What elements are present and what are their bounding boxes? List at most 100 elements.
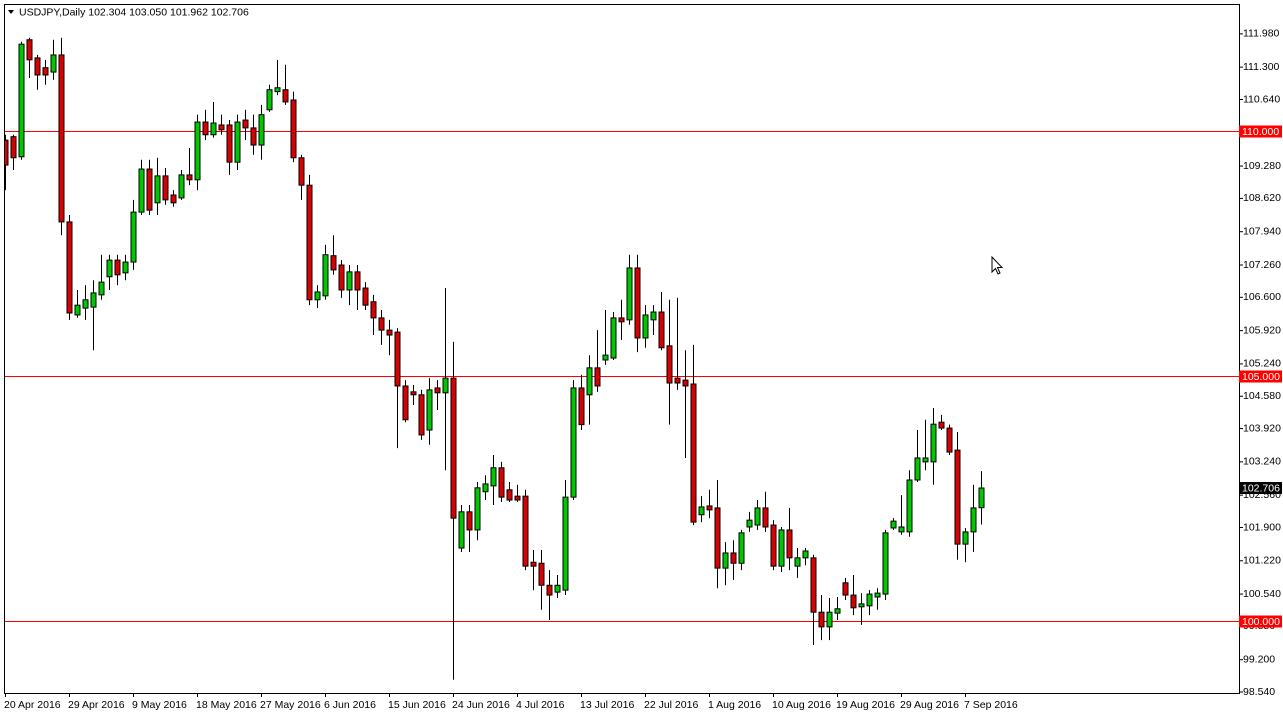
y-tick-label: 107.260 [1243, 259, 1281, 271]
y-tick-label: 105.920 [1243, 324, 1281, 336]
candle-body [426, 389, 433, 431]
y-tick-label: 101.220 [1243, 555, 1281, 567]
candle-body [642, 314, 649, 339]
plot-area [4, 37, 1239, 680]
candle-body [74, 304, 81, 316]
level-label: 100.000 [1242, 616, 1280, 628]
last-price-label: 102.706 [1242, 482, 1280, 494]
candle-body [954, 449, 961, 545]
y-tick-label: 103.920 [1243, 422, 1281, 434]
candle-body [938, 421, 945, 429]
candle-body [490, 467, 497, 487]
candle-body [418, 394, 425, 436]
candle-body [850, 594, 857, 609]
x-tick-label: 24 Jun 2016 [452, 699, 510, 711]
candle-body [578, 387, 585, 426]
candle-body [882, 532, 889, 595]
candle-body [354, 271, 361, 291]
x-tick-label: 7 Sep 2016 [964, 699, 1018, 711]
candle-body [34, 57, 41, 76]
candle-body [434, 387, 441, 394]
candle-body [362, 287, 369, 306]
plot-border [4, 4, 1240, 694]
x-tick-label: 22 Jul 2016 [644, 699, 698, 711]
candle-body [282, 89, 289, 103]
level-label: 110.000 [1242, 126, 1279, 138]
y-tick-label: 99.200 [1243, 653, 1275, 665]
x-tick-label: 10 Aug 2016 [772, 699, 831, 711]
candle-body [250, 127, 257, 146]
candle-body [122, 261, 129, 274]
candle-body [394, 331, 401, 387]
y-tick-label: 109.280 [1243, 160, 1281, 172]
candle-body [602, 354, 609, 361]
candle-body [50, 54, 57, 73]
candle-body [514, 495, 521, 501]
x-tick-label: 13 Jul 2016 [580, 699, 634, 711]
x-tick-label: 4 Jul 2016 [516, 699, 565, 711]
candle-body [530, 561, 537, 567]
candle-body [666, 345, 673, 384]
candle-body [274, 87, 281, 93]
candle-body [66, 221, 73, 314]
candle-body [338, 264, 345, 291]
candle-body [650, 311, 657, 321]
x-tick-label: 20 Apr 2016 [4, 699, 61, 711]
x-tick-label: 15 Jun 2016 [388, 699, 446, 711]
candle-body [786, 529, 793, 559]
candle-body [794, 557, 801, 567]
candle-body [218, 124, 225, 131]
candle-body [450, 377, 457, 519]
candle-body [554, 584, 561, 593]
candle-body [98, 281, 105, 296]
candle-body [346, 271, 353, 291]
candle-body [138, 168, 145, 213]
candle-body [762, 507, 769, 528]
candle-body [570, 387, 577, 498]
candle-body [402, 385, 409, 421]
x-tick-label: 1 Aug 2016 [708, 699, 761, 711]
y-tick-label: 110.640 [1243, 93, 1280, 105]
candle-body [810, 557, 817, 613]
candle-body [482, 483, 489, 493]
level-label: 105.000 [1242, 371, 1280, 383]
candle-body [506, 489, 513, 501]
menu-arrow[interactable] [8, 10, 14, 14]
candle-body [866, 593, 873, 607]
candle-body [738, 532, 745, 564]
x-tick-label: 9 May 2016 [132, 699, 187, 711]
candle-body [946, 427, 953, 453]
y-tick-label: 108.620 [1243, 192, 1281, 204]
axes: 111.980 111.300 110.640 109.280 108.620 107.9… [4, 28, 1282, 711]
candle-body [466, 511, 473, 531]
y-tick-label: 103.240 [1243, 456, 1281, 468]
x-tick-label: 19 Aug 2016 [836, 699, 895, 711]
candle-body [498, 467, 505, 498]
candle-body [890, 520, 897, 529]
candle-body [114, 259, 121, 276]
y-tick-label: 111.980 [1243, 28, 1280, 40]
candle-body [442, 377, 449, 394]
candle-body [298, 157, 305, 186]
candle-body [474, 487, 481, 531]
candle-body [618, 317, 625, 323]
candle-body [706, 505, 713, 511]
candle-body [970, 507, 977, 533]
candle-body [90, 292, 97, 308]
candle-body [778, 529, 785, 567]
candle-body [266, 89, 273, 111]
candle-body [962, 531, 969, 545]
y-tick-label: 111.300 [1243, 61, 1280, 73]
candle-body [906, 479, 913, 533]
candle-body [18, 43, 25, 158]
candle-body [242, 119, 249, 129]
candle-body [178, 174, 185, 199]
level-label-box [1239, 370, 1282, 383]
candle-body [698, 506, 705, 516]
candle-body [546, 584, 553, 596]
candle-body [26, 39, 33, 61]
candle-body [322, 254, 329, 297]
candle-body [922, 457, 929, 463]
candle-body [4, 139, 9, 166]
